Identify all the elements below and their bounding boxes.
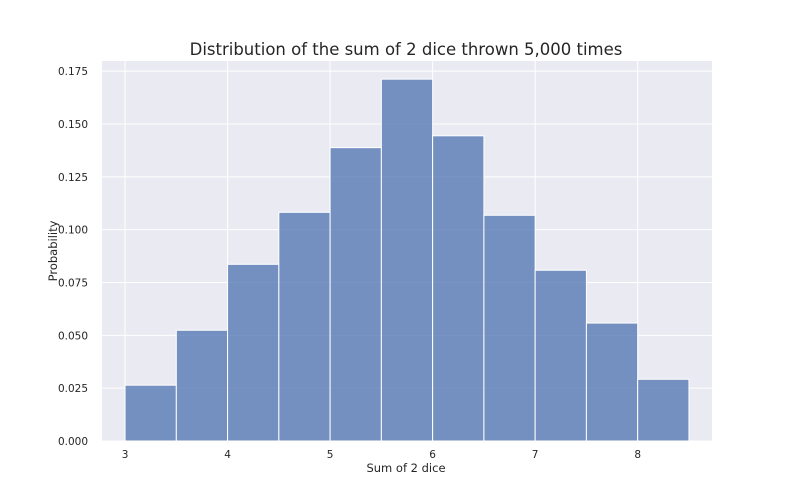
y-axis-label: Probability bbox=[46, 220, 60, 281]
y-tick-labels: 0.000 0.025 0.050 0.075 0.100 0.125 0.150 0.175 bbox=[58, 66, 88, 448]
chart-title: Distribution of the sum of 2 dice thrown… bbox=[190, 40, 623, 59]
x-tick-label: 6 bbox=[429, 449, 436, 461]
x-tick-label: 5 bbox=[327, 449, 334, 461]
y-tick-label: 0.025 bbox=[58, 383, 88, 395]
x-tick-label: 8 bbox=[634, 449, 641, 461]
histogram-bar bbox=[637, 378, 690, 442]
histogram-bar bbox=[534, 269, 587, 442]
histogram-bar bbox=[380, 78, 434, 442]
y-tick-label: 0.175 bbox=[58, 66, 88, 78]
histogram-bar bbox=[483, 214, 536, 442]
histogram-bar bbox=[329, 147, 382, 442]
x-tick-label: 7 bbox=[532, 449, 539, 461]
x-tick-labels: 3 4 5 6 7 8 bbox=[122, 449, 641, 461]
y-tick-label: 0.050 bbox=[58, 330, 88, 342]
y-tick-label: 0.150 bbox=[58, 119, 88, 131]
histogram-bar bbox=[227, 263, 280, 442]
y-tick-label: 0.100 bbox=[58, 225, 88, 237]
histogram-bar bbox=[278, 211, 331, 442]
histogram-bar bbox=[432, 135, 485, 442]
x-tick-label: 4 bbox=[224, 449, 231, 461]
bars bbox=[124, 78, 690, 442]
x-axis-label: Sum of 2 dice bbox=[366, 461, 445, 475]
histogram-bar bbox=[124, 384, 177, 442]
y-tick-label: 0.075 bbox=[58, 277, 88, 289]
y-tick-label: 0.000 bbox=[58, 436, 88, 448]
histogram-bar bbox=[585, 322, 639, 442]
x-tick-label: 3 bbox=[122, 449, 129, 461]
histogram-bar bbox=[175, 329, 229, 442]
y-tick-label: 0.125 bbox=[58, 172, 88, 184]
